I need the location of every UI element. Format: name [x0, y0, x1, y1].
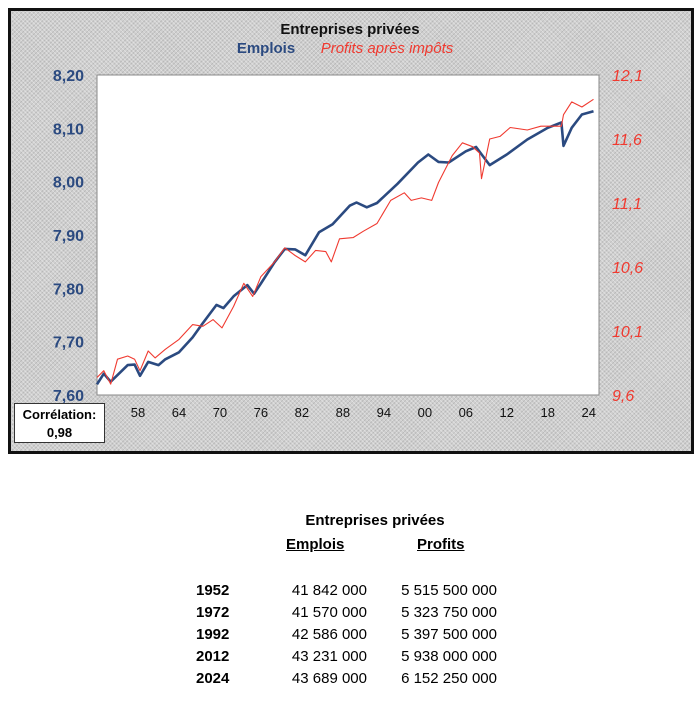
header-emplois: Emplois	[286, 536, 345, 553]
table-row: 1952 41 842 000 5 515 500 000	[0, 582, 700, 604]
table-row: 1972 41 570 000 5 323 750 000	[0, 604, 700, 626]
x-tick-label: 12	[500, 405, 514, 420]
year: 2024	[196, 670, 230, 687]
emplois-value: 43 231 000	[291, 648, 367, 665]
year: 1952	[196, 582, 230, 599]
table-row: 2012 43 231 000 5 938 000 000	[0, 648, 700, 670]
y-left-tick-label: 8,20	[53, 68, 84, 85]
y-left-tick-label: 7,80	[53, 281, 84, 298]
profits-value: 5 938 000 000	[401, 648, 497, 665]
emplois-value: 42 586 000	[291, 626, 367, 643]
x-tick-label: 64	[172, 405, 186, 420]
x-tick-label: 82	[295, 405, 309, 420]
emplois-value: 43 689 000	[291, 670, 367, 687]
correlation-box: Corrélation: 0,98	[14, 403, 105, 443]
profits-value: 5 323 750 000	[401, 604, 497, 621]
y-right-tick-label: 10,1	[612, 324, 643, 341]
year: 1992	[196, 626, 230, 643]
emplois-value: 41 570 000	[291, 604, 367, 621]
x-tick-label: 06	[459, 405, 473, 420]
emplois-value: 41 842 000	[291, 582, 367, 599]
y-left-tick-label: 8,10	[53, 121, 84, 138]
table-row: 1992 42 586 000 5 397 500 000	[0, 626, 700, 648]
year: 1972	[196, 604, 230, 621]
chart: Entreprises privées Emplois Profits aprè…	[53, 21, 643, 420]
x-tick-label: 76	[254, 405, 268, 420]
x-tick-label: 88	[336, 405, 350, 420]
profits-value: 6 152 250 000	[401, 670, 497, 687]
year: 2012	[196, 648, 230, 665]
table-row: 2024 43 689 000 6 152 250 000	[0, 670, 700, 692]
x-tick-label: 18	[541, 405, 555, 420]
x-tick-label: 24	[582, 405, 596, 420]
x-tick-label: 58	[131, 405, 145, 420]
y-right-tick-label: 11,1	[612, 196, 642, 213]
correlation-label: Corrélation:	[22, 407, 97, 422]
x-tick-label: 94	[377, 405, 391, 420]
y-left-tick-label: 7,90	[53, 228, 84, 245]
y-right-tick-label: 12,1	[612, 68, 643, 85]
header-profits: Profits	[417, 536, 465, 553]
y-left-tick-label: 7,70	[53, 335, 84, 352]
y-left-tick-label: 8,00	[53, 175, 84, 192]
y-right-tick-label: 10,6	[612, 260, 643, 277]
series-line-emplois	[95, 110, 594, 386]
y-right-tick-label: 11,6	[612, 132, 642, 149]
chart-title: Entreprises privées	[280, 21, 419, 38]
x-tick-label: 70	[213, 405, 227, 420]
profits-value: 5 515 500 000	[401, 582, 497, 599]
series-line-profits	[96, 98, 594, 385]
table-title: Entreprises privées	[305, 512, 445, 529]
x-tick-label: 00	[418, 405, 432, 420]
profits-value: 5 397 500 000	[401, 626, 497, 643]
y-left-tick-label: 7,60	[53, 388, 84, 405]
plot-area	[96, 74, 600, 396]
legend-profits: Profits après impôts	[321, 40, 454, 57]
correlation-value: 0,98	[46, 425, 73, 440]
y-right-tick-label: 9,6	[612, 388, 634, 405]
legend-emplois: Emplois	[237, 40, 295, 57]
